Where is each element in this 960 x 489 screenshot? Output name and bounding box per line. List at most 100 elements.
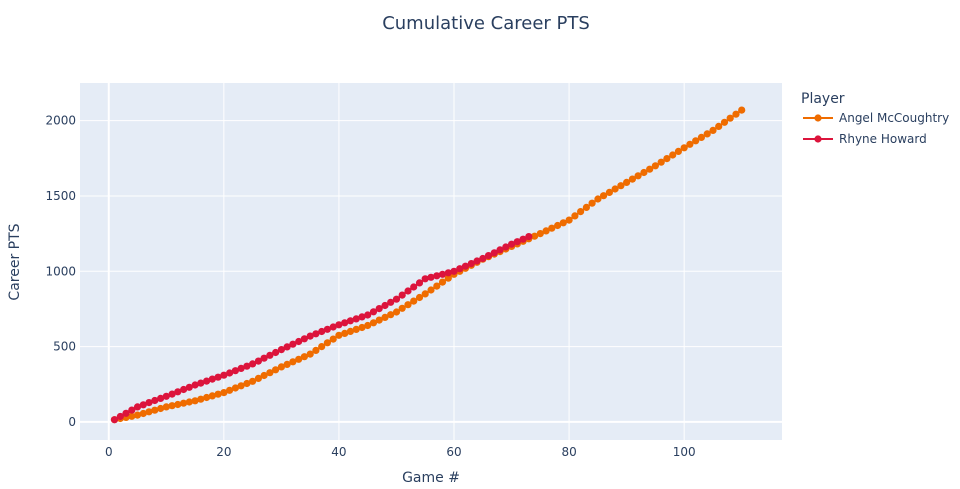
data-point <box>174 388 182 396</box>
data-point <box>565 216 573 224</box>
y-tick-labels: 0 500 1000 1500 2000 <box>45 114 76 429</box>
data-point <box>139 409 147 418</box>
y-tick-label: 500 <box>53 340 76 354</box>
data-point <box>617 182 625 190</box>
data-point <box>133 411 142 419</box>
data-point <box>197 379 205 387</box>
data-point <box>254 357 262 365</box>
legend: Player Angel McCoughtry Rhyne Howard <box>801 91 949 146</box>
data-point <box>674 147 683 155</box>
data-point <box>249 360 257 368</box>
data-point <box>467 260 475 268</box>
data-point <box>295 355 303 363</box>
data-point <box>306 332 314 340</box>
data-point <box>139 401 147 409</box>
data-point <box>249 377 257 385</box>
x-tick-label: 100 <box>673 445 696 459</box>
plot-background <box>80 83 782 440</box>
data-point <box>404 301 412 309</box>
data-point <box>421 290 429 298</box>
x-tick-label: 0 <box>105 445 113 459</box>
data-point <box>554 221 562 230</box>
data-point <box>738 106 746 114</box>
legend-item[interactable]: Rhyne Howard <box>803 132 927 146</box>
legend-marker-swatch <box>814 135 822 143</box>
data-point <box>185 383 193 391</box>
data-point <box>272 348 280 357</box>
data-point <box>686 140 694 148</box>
data-point <box>277 363 285 371</box>
data-point <box>116 412 124 421</box>
data-point <box>318 343 326 351</box>
data-point <box>300 335 308 343</box>
data-point <box>692 137 700 145</box>
data-point <box>628 175 637 183</box>
x-tick-labels: 0 20 40 60 80 100 <box>105 445 696 459</box>
data-point <box>410 283 418 291</box>
data-point <box>479 254 487 263</box>
data-point <box>283 343 291 351</box>
data-point <box>335 321 343 329</box>
y-tick-label: 0 <box>68 415 76 429</box>
data-point <box>634 172 642 180</box>
legend-label: Angel McCoughtry <box>839 111 949 125</box>
data-point <box>600 192 608 200</box>
data-point <box>151 396 159 405</box>
data-point <box>341 329 349 337</box>
data-point <box>427 286 435 294</box>
data-point <box>122 409 130 417</box>
data-point <box>398 291 406 299</box>
data-point <box>168 390 176 398</box>
data-point <box>415 293 424 302</box>
data-point <box>191 397 199 405</box>
data-point <box>168 402 176 410</box>
data-point <box>110 416 119 424</box>
data-point <box>450 267 458 275</box>
x-tick-label: 40 <box>331 445 346 459</box>
y-axis-title: Career PTS <box>7 223 23 300</box>
legend-label: Rhyne Howard <box>839 132 927 146</box>
data-point <box>220 389 228 397</box>
data-point <box>237 364 245 372</box>
data-point <box>421 275 429 283</box>
data-point <box>231 384 239 392</box>
data-point <box>571 212 579 220</box>
data-point <box>254 374 262 382</box>
legend-item[interactable]: Angel McCoughtry <box>803 111 949 125</box>
data-point <box>266 351 274 359</box>
data-point <box>582 203 591 211</box>
data-point <box>577 208 585 216</box>
data-point <box>531 232 539 240</box>
data-point <box>352 325 360 333</box>
data-point <box>513 238 521 246</box>
data-point <box>260 371 268 380</box>
data-point <box>669 151 677 159</box>
data-point <box>438 278 447 286</box>
data-point <box>128 406 136 414</box>
data-point <box>358 313 366 321</box>
data-point <box>145 399 153 407</box>
data-point <box>335 331 343 339</box>
data-point <box>720 118 729 126</box>
data-point <box>329 323 337 331</box>
data-point <box>433 272 441 280</box>
data-point <box>214 390 222 398</box>
data-point <box>490 249 498 257</box>
data-point <box>208 375 216 383</box>
data-point <box>387 298 395 306</box>
data-point <box>283 360 291 368</box>
data-point <box>208 392 216 400</box>
data-point <box>548 224 556 232</box>
data-point <box>185 398 193 406</box>
y-tick-label: 1500 <box>45 189 76 203</box>
data-point <box>312 346 320 354</box>
data-point <box>346 317 354 325</box>
data-point <box>266 369 274 377</box>
data-point <box>358 323 366 332</box>
chart-title: Cumulative Career PTS <box>382 13 590 34</box>
data-point <box>272 366 280 374</box>
data-point <box>398 304 406 312</box>
data-point <box>329 335 337 343</box>
data-point <box>341 319 349 327</box>
